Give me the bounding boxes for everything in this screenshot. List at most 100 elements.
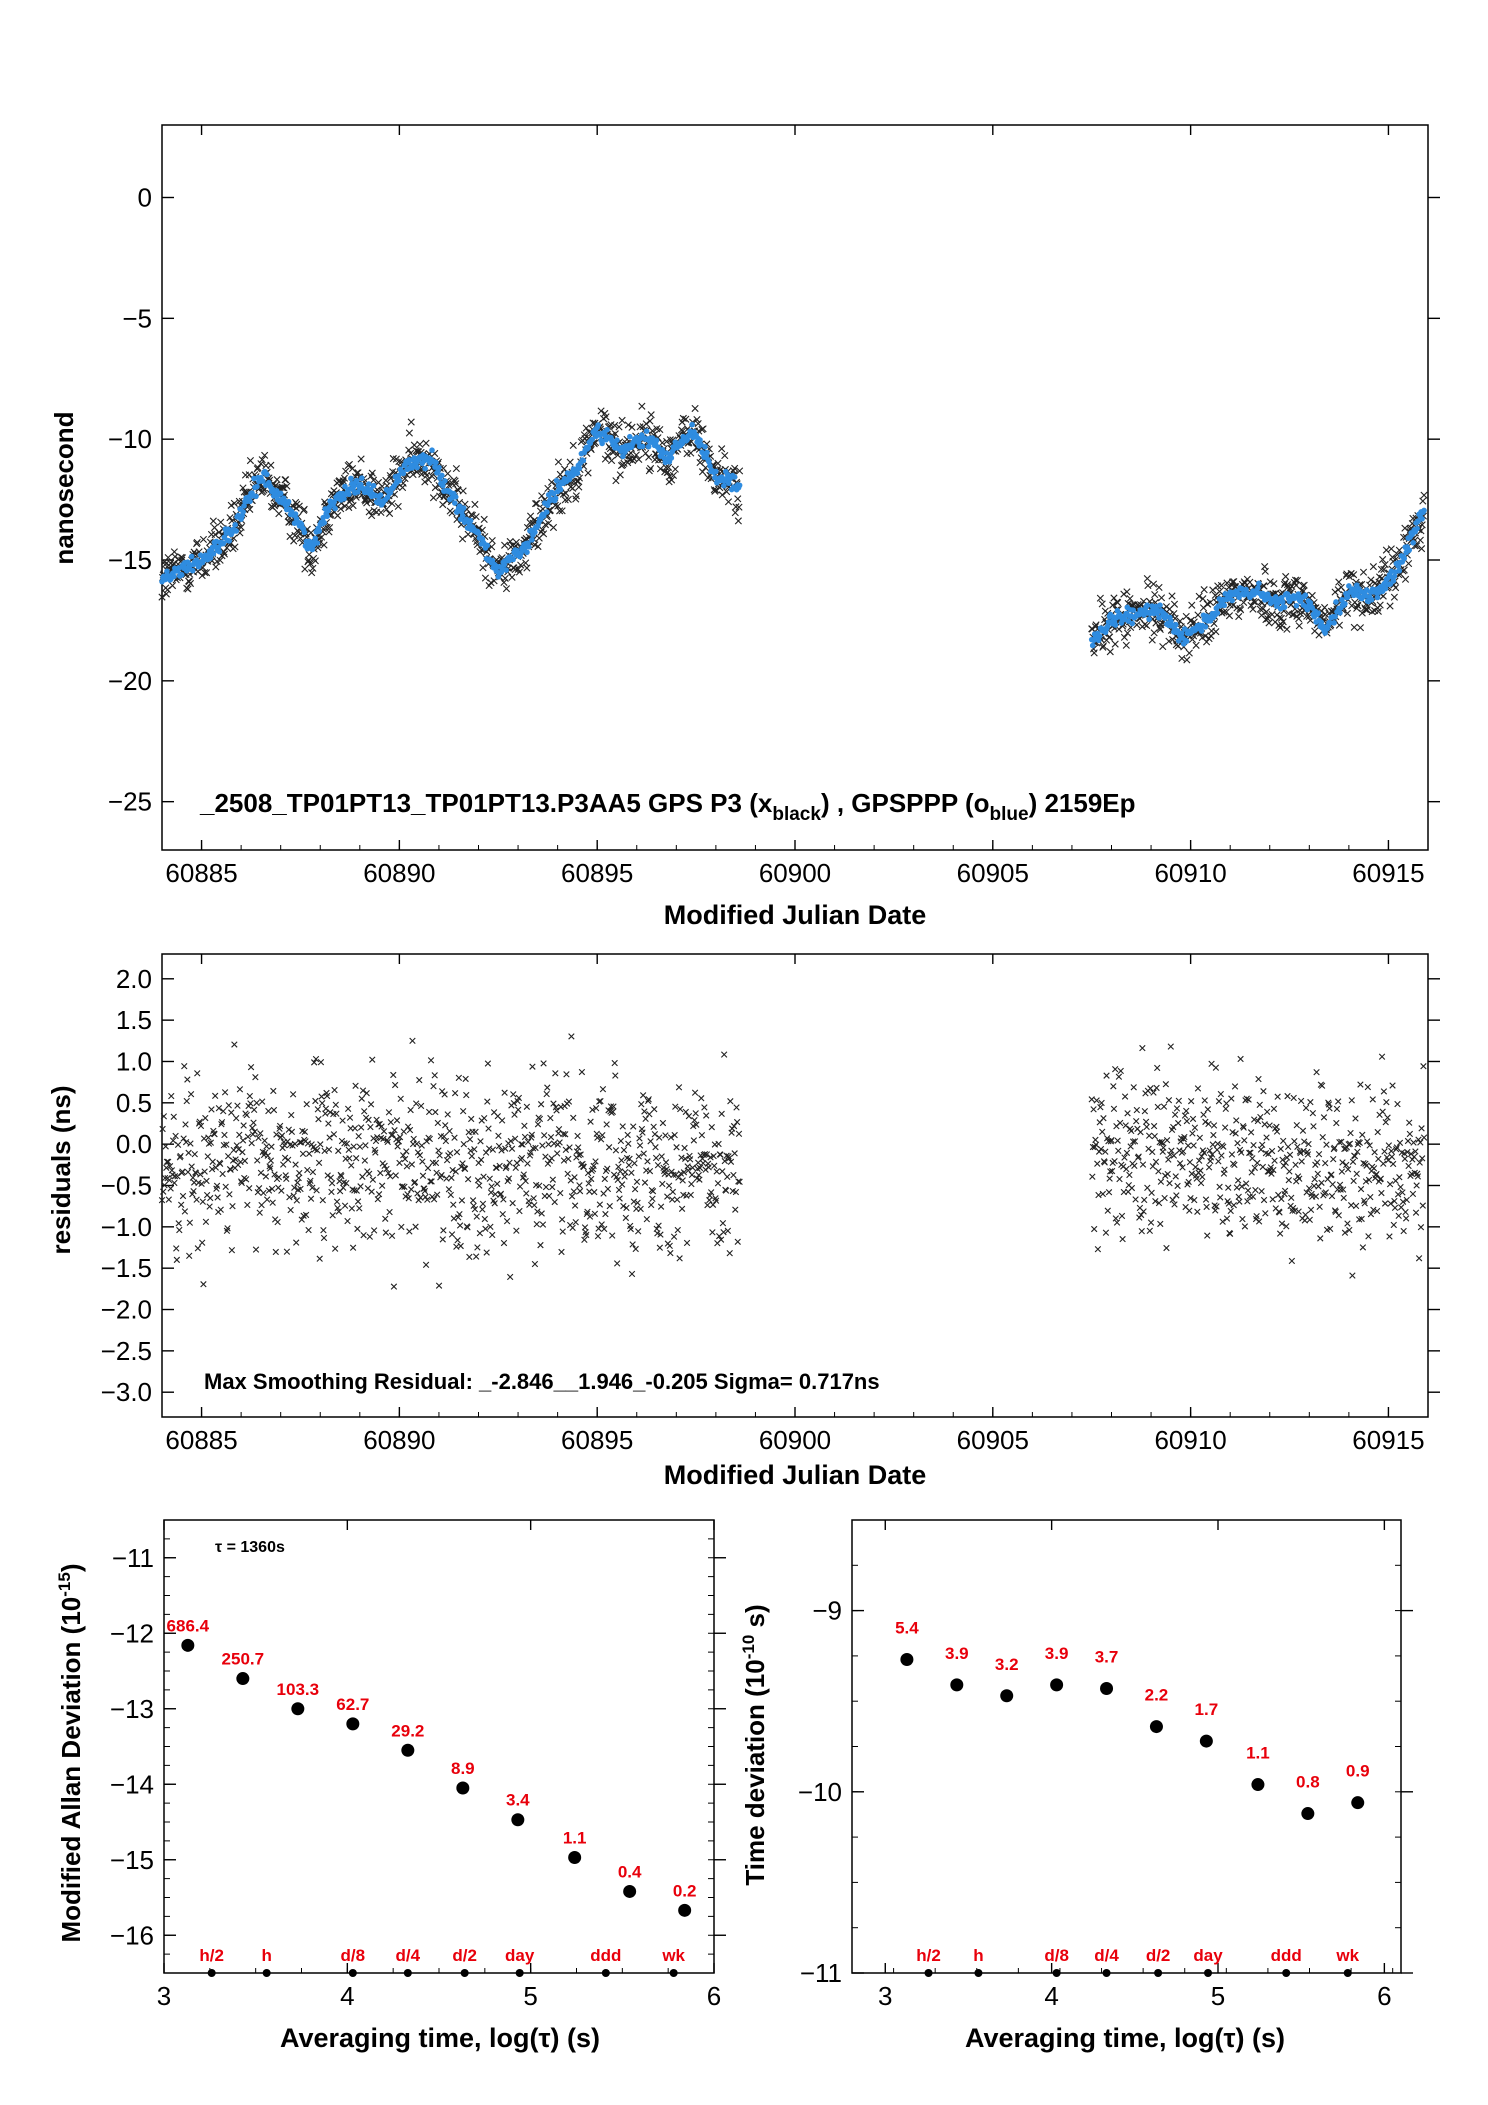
residual-point	[356, 1143, 364, 1150]
residual-point	[1412, 1148, 1419, 1155]
residual-point	[220, 1107, 227, 1115]
residual-point	[1299, 1127, 1307, 1134]
residual-point	[1367, 1210, 1375, 1218]
residual-point	[539, 1142, 546, 1149]
gpsppp-point	[544, 502, 551, 509]
residual-point	[317, 1059, 325, 1066]
residual-point	[542, 1183, 550, 1191]
residual-point	[1255, 1218, 1263, 1225]
gps-p3-point	[611, 430, 619, 438]
gps-p3-point	[347, 496, 355, 504]
residual-point	[597, 1097, 604, 1105]
residual-point	[1123, 1165, 1130, 1173]
gpsppp-point	[1130, 607, 1137, 614]
residual-point	[1290, 1094, 1297, 1102]
residual-point	[570, 1188, 578, 1195]
gpsppp-point	[702, 443, 708, 450]
gpsppp-point	[396, 477, 403, 484]
gps-p3-point	[515, 568, 524, 576]
residual-point	[276, 1122, 284, 1130]
residual-point	[163, 1158, 171, 1165]
residual-point	[1107, 1168, 1114, 1175]
residual-point	[1420, 1134, 1428, 1141]
residual-point	[518, 1154, 526, 1162]
residual-point	[1351, 1152, 1359, 1160]
gps-p3-point	[714, 459, 722, 467]
residual-point	[1325, 1099, 1332, 1106]
gps-p3-point	[422, 439, 430, 447]
x-tick-label: 60905	[957, 858, 1029, 888]
gpsppp-point	[639, 443, 646, 450]
gps-p3-point	[645, 467, 653, 475]
residual-point	[1318, 1179, 1325, 1186]
residual-point	[1388, 1147, 1395, 1155]
deviation-label: 3.2	[995, 1655, 1019, 1674]
residual-point	[1153, 1084, 1160, 1092]
residual-point	[304, 1140, 312, 1147]
residual-point	[372, 1149, 379, 1156]
residual-point	[676, 1255, 683, 1262]
interval-label: wk	[661, 1946, 685, 1965]
tdev-frame	[851, 1519, 1402, 1974]
residual-point	[693, 1121, 700, 1128]
residual-point	[680, 1169, 688, 1176]
y-tick-label: −12	[110, 1618, 154, 1648]
residual-point	[1108, 1136, 1115, 1144]
gps-p3-point	[1367, 576, 1375, 584]
residual-point	[1208, 1151, 1216, 1158]
residual-point	[1330, 1155, 1337, 1163]
residual-point	[1241, 1137, 1248, 1144]
residual-point	[1365, 1233, 1372, 1240]
residual-point	[732, 1206, 739, 1213]
gpsppp-point	[585, 444, 592, 451]
residual-point	[314, 1106, 322, 1113]
residual-point	[325, 1146, 333, 1153]
gps-p3-point	[290, 537, 298, 545]
interval-label: d/4	[1094, 1946, 1119, 1965]
residual-point	[1350, 1177, 1357, 1185]
residual-point	[1133, 1106, 1140, 1114]
gps-p3-point	[1151, 590, 1159, 599]
interval-label: day	[1193, 1946, 1223, 1965]
residual-point	[531, 1260, 539, 1268]
residual-point	[577, 1151, 584, 1158]
residual-point	[562, 1146, 570, 1153]
residual-point	[655, 1222, 662, 1229]
deviation-label: 686.4	[167, 1616, 210, 1635]
residual-point	[319, 1196, 326, 1204]
gpsppp-point	[207, 555, 214, 561]
gpsppp-point	[1337, 610, 1343, 616]
residual-point	[619, 1123, 626, 1130]
deviation-label: 0.8	[1296, 1773, 1320, 1792]
residual-point	[1271, 1157, 1278, 1164]
residual-point	[578, 1068, 586, 1076]
residual-point	[622, 1214, 630, 1222]
residual-point	[505, 1175, 513, 1182]
residual-point	[369, 1056, 376, 1063]
residual-point	[472, 1128, 479, 1136]
residual-point	[650, 1123, 657, 1130]
residual-point	[1227, 1207, 1234, 1215]
gps-p3-point	[368, 469, 376, 477]
gps-p3-point	[1395, 546, 1403, 554]
gps-p3-point	[162, 590, 170, 598]
x-tick-label: 60895	[561, 1425, 633, 1455]
residual-point	[665, 1182, 673, 1189]
timeseries-ticks: 60885 60890 60895 60900 60905 60910 609150−5−1…	[108, 125, 1440, 888]
gpsppp-point	[557, 486, 564, 493]
gps-p3-point	[608, 456, 616, 465]
residual-point	[633, 1178, 641, 1186]
residual-point	[1127, 1143, 1134, 1150]
gps-p3-point	[1375, 573, 1384, 581]
residual-point	[1363, 1162, 1370, 1169]
gps-p3-point	[275, 510, 283, 518]
gps-p3-point	[500, 578, 508, 586]
residual-point	[677, 1105, 684, 1113]
residual-point	[717, 1236, 725, 1243]
residual-point	[1282, 1159, 1289, 1166]
deviation-point	[401, 1743, 415, 1757]
gpsppp-point	[324, 513, 330, 520]
residual-point	[670, 1233, 678, 1240]
residual-point	[485, 1145, 493, 1152]
residual-point	[534, 1208, 541, 1215]
